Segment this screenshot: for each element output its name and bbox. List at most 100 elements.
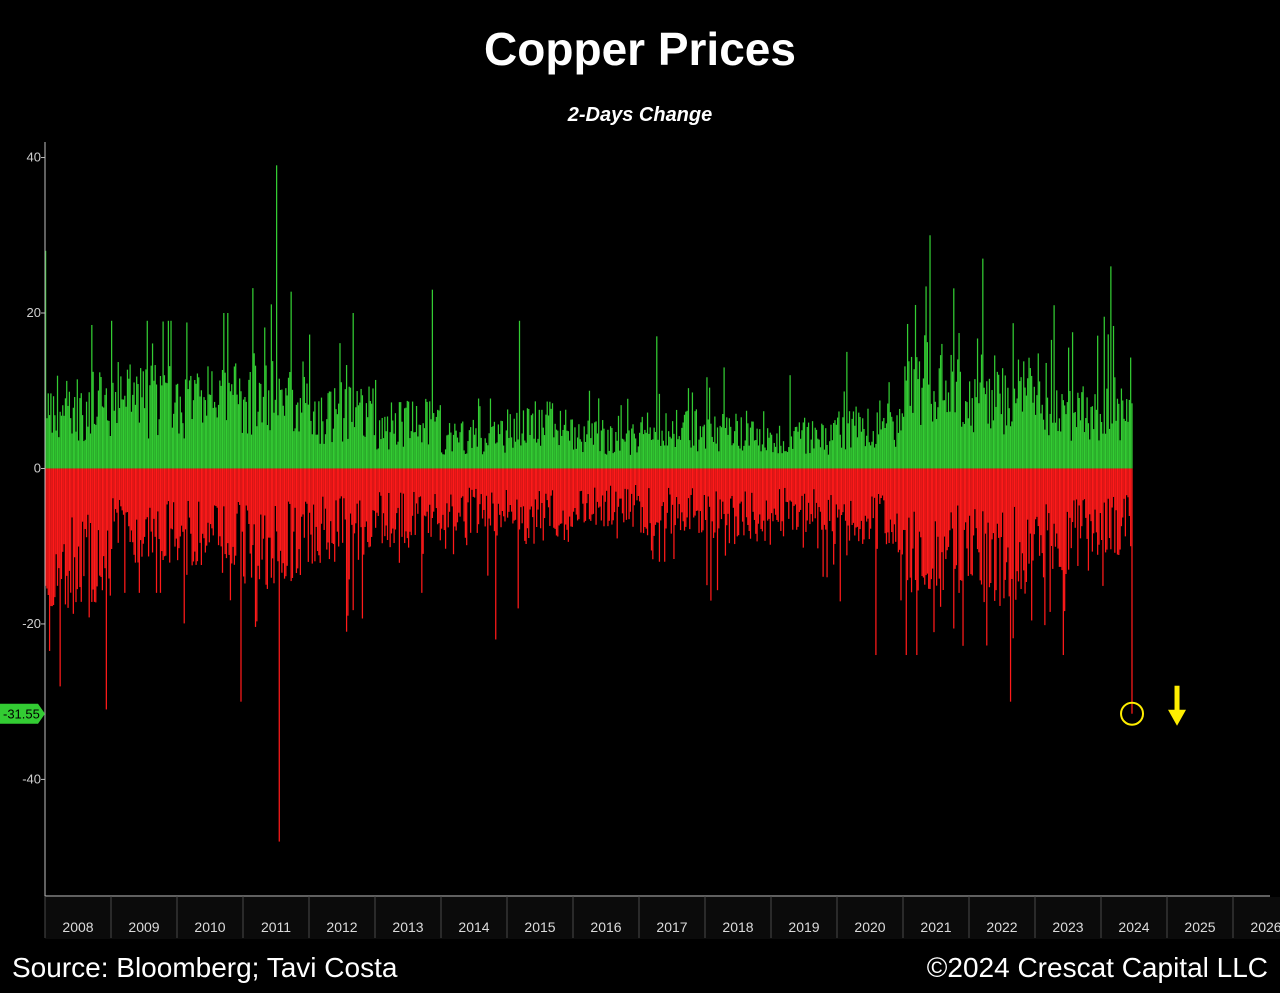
bar-positive (559, 410, 562, 469)
bar-negative (460, 468, 463, 498)
bar-negative (419, 468, 422, 497)
bar-negative (772, 468, 774, 522)
bar-negative (501, 468, 503, 511)
y-tick-label: 0 (34, 460, 41, 475)
bar-positive (157, 435, 159, 469)
bar-positive (904, 366, 906, 469)
bar-negative (1012, 468, 1014, 639)
bar-positive (322, 421, 324, 469)
bar-positive (679, 439, 682, 469)
bar-negative (807, 468, 810, 503)
bar-positive (121, 399, 123, 469)
bar-negative (710, 468, 712, 601)
bar-positive (62, 405, 64, 469)
bar-negative (983, 468, 985, 603)
year-label: 2017 (656, 919, 687, 935)
bar-negative (1066, 468, 1068, 512)
bar-negative (801, 468, 803, 496)
bar-negative (1040, 468, 1042, 536)
bar-negative (375, 468, 377, 528)
bar-positive (454, 423, 456, 469)
bar-positive (444, 449, 447, 469)
bar-negative (367, 468, 369, 543)
bar-negative (81, 468, 84, 522)
bar-negative (493, 468, 496, 532)
bar-negative (1085, 468, 1087, 518)
bar-negative (249, 468, 251, 554)
bar-negative (793, 468, 795, 506)
bar-positive (392, 420, 394, 469)
bar-negative (822, 468, 824, 577)
bar-negative (1083, 468, 1086, 500)
bar-negative (372, 468, 374, 511)
bar-negative (1069, 468, 1071, 518)
bar-positive (579, 439, 581, 469)
bar-negative (518, 468, 521, 530)
bar-negative (410, 468, 412, 536)
bar-negative (56, 468, 59, 586)
bar-positive (162, 321, 164, 469)
bar-negative (606, 468, 608, 491)
bar-negative (381, 468, 383, 544)
bar-positive (891, 416, 893, 469)
bar-positive (822, 425, 824, 469)
bar-positive (607, 429, 609, 469)
bar-positive (933, 391, 935, 469)
bar-positive (70, 418, 72, 469)
bar-negative (660, 468, 662, 521)
bar-positive (151, 343, 154, 469)
bar-negative (340, 468, 342, 497)
bar-negative (1020, 468, 1022, 590)
bar-negative (170, 468, 172, 529)
bar-negative (45, 468, 47, 586)
bar-positive (211, 371, 213, 469)
bar-positive (450, 432, 452, 469)
bar-positive (171, 427, 173, 469)
bar-positive (372, 388, 374, 469)
bar-positive (318, 401, 320, 469)
bar-negative (116, 468, 118, 513)
bar-negative (972, 468, 975, 536)
bar-positive (708, 387, 711, 469)
bar-positive (1035, 414, 1037, 469)
bar-positive (854, 425, 856, 469)
bar-negative (338, 468, 340, 547)
bar-negative (966, 468, 968, 549)
bar-positive (437, 409, 439, 469)
bar-negative (154, 468, 156, 537)
bar-positive (1075, 427, 1078, 469)
bar-positive (1107, 334, 1109, 469)
bar-positive (1114, 377, 1116, 469)
bar-positive (818, 439, 820, 469)
bar-positive (347, 438, 349, 469)
bar-negative (763, 468, 765, 521)
bar-negative (797, 468, 799, 527)
bar-positive (566, 430, 568, 469)
bar-negative (537, 468, 539, 510)
bar-positive (169, 366, 171, 469)
bar-positive (108, 420, 110, 469)
bar-positive (646, 412, 649, 469)
bar-positive (774, 446, 777, 469)
bar-positive (603, 428, 605, 469)
bar-negative (191, 468, 193, 566)
bar-positive (505, 430, 507, 469)
year-label: 2015 (524, 919, 555, 935)
bar-positive (508, 437, 510, 469)
bar-positive (1031, 375, 1033, 469)
bar-positive (1123, 418, 1125, 469)
bar-positive (908, 361, 910, 469)
bar-negative (969, 468, 971, 516)
bar-positive (137, 384, 139, 469)
bar-negative (866, 468, 868, 522)
bar-positive (48, 415, 51, 469)
bar-positive (586, 434, 588, 469)
bar-positive (246, 433, 249, 469)
bar-positive (409, 438, 411, 469)
bar-positive (900, 430, 902, 469)
bar-negative (291, 468, 294, 578)
bar-negative (430, 468, 432, 537)
bar-positive (525, 442, 527, 469)
bar-positive (1057, 431, 1059, 469)
bar-positive (724, 427, 727, 469)
